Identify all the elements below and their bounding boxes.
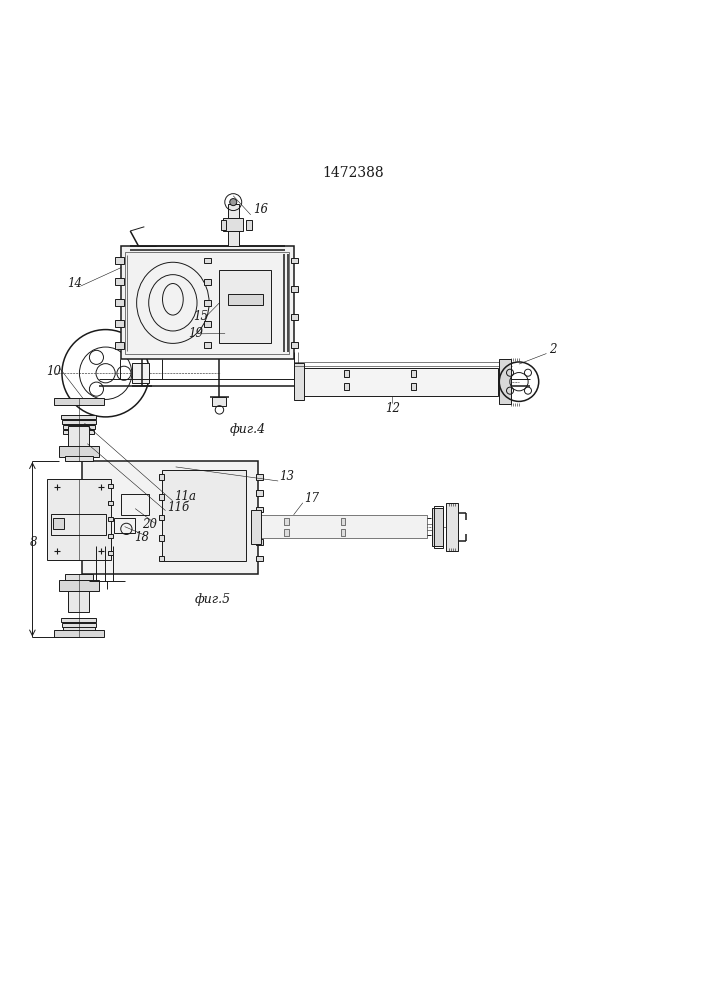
Bar <box>256 556 263 561</box>
Text: 15: 15 <box>193 310 208 323</box>
Bar <box>115 278 124 285</box>
Bar <box>69 591 89 612</box>
Bar <box>115 257 124 264</box>
Bar <box>107 517 113 521</box>
Bar <box>446 503 457 551</box>
Bar <box>291 342 298 348</box>
Bar <box>63 627 95 632</box>
Circle shape <box>230 199 237 206</box>
Bar <box>341 518 345 525</box>
Bar <box>256 523 263 529</box>
Bar <box>256 539 263 545</box>
Bar <box>344 370 349 377</box>
Text: 13: 13 <box>279 470 295 483</box>
Bar <box>62 618 96 622</box>
Bar <box>59 446 98 457</box>
Bar <box>291 286 298 292</box>
Bar <box>204 258 211 263</box>
Bar <box>62 415 96 419</box>
Bar <box>204 300 211 306</box>
Bar <box>132 363 149 383</box>
Bar <box>121 494 149 515</box>
Bar <box>284 529 288 536</box>
Text: 20: 20 <box>142 518 157 531</box>
Bar <box>341 529 345 536</box>
Bar <box>344 383 349 390</box>
Bar <box>159 556 165 561</box>
Text: 1472388: 1472388 <box>322 166 385 180</box>
Text: 11а: 11а <box>174 490 196 503</box>
Bar <box>107 501 113 505</box>
Bar <box>221 220 226 230</box>
Bar <box>293 363 303 400</box>
Bar <box>65 574 93 580</box>
Bar <box>223 218 243 231</box>
Bar <box>291 314 298 320</box>
Bar <box>62 420 95 424</box>
Bar <box>256 507 263 512</box>
Bar <box>121 246 293 359</box>
Bar <box>64 632 94 637</box>
Bar <box>69 426 89 447</box>
Text: 17: 17 <box>304 492 319 505</box>
Bar <box>107 484 113 488</box>
Bar <box>52 514 106 535</box>
Bar <box>159 535 165 541</box>
Bar <box>259 515 428 538</box>
Bar <box>228 204 239 218</box>
Bar <box>107 534 113 538</box>
Text: 14: 14 <box>67 277 82 290</box>
Bar <box>411 370 416 377</box>
Bar <box>228 231 239 246</box>
Bar <box>83 461 259 574</box>
Bar <box>435 506 443 548</box>
Bar <box>291 258 298 263</box>
Bar <box>284 518 288 525</box>
Text: 2: 2 <box>549 343 557 356</box>
Text: 8: 8 <box>30 536 37 549</box>
Bar <box>115 320 124 327</box>
Bar <box>64 430 94 434</box>
Bar <box>256 474 263 480</box>
Text: 19: 19 <box>188 327 203 340</box>
Bar <box>54 630 103 637</box>
Bar <box>125 252 289 354</box>
Bar <box>115 342 124 349</box>
Bar <box>411 383 416 390</box>
Text: 18: 18 <box>134 531 148 544</box>
Bar <box>219 270 271 343</box>
Bar <box>204 321 211 327</box>
Bar <box>107 551 113 555</box>
Bar <box>297 368 498 396</box>
Text: фиг.5: фиг.5 <box>194 593 230 606</box>
Bar <box>65 456 93 461</box>
Bar <box>53 518 64 529</box>
Text: 12: 12 <box>385 402 400 415</box>
Bar <box>54 398 103 405</box>
Bar <box>63 425 95 429</box>
Bar <box>499 359 510 404</box>
Bar <box>204 342 211 348</box>
Text: 11б: 11б <box>167 501 189 514</box>
Bar <box>159 515 165 520</box>
Bar <box>433 508 443 546</box>
Bar <box>62 623 95 627</box>
Bar <box>252 510 262 544</box>
Bar <box>59 580 98 591</box>
Bar <box>47 479 110 560</box>
Bar <box>228 294 263 305</box>
Text: 16: 16 <box>254 203 269 216</box>
Text: фиг.4: фиг.4 <box>230 423 266 436</box>
Bar <box>159 474 165 480</box>
Bar <box>204 279 211 285</box>
Text: 10: 10 <box>46 365 61 378</box>
Bar <box>212 397 226 406</box>
Bar <box>162 470 246 561</box>
Bar <box>256 490 263 496</box>
Bar <box>115 299 124 306</box>
Bar <box>114 518 135 533</box>
Bar <box>159 494 165 500</box>
Bar <box>246 220 252 230</box>
